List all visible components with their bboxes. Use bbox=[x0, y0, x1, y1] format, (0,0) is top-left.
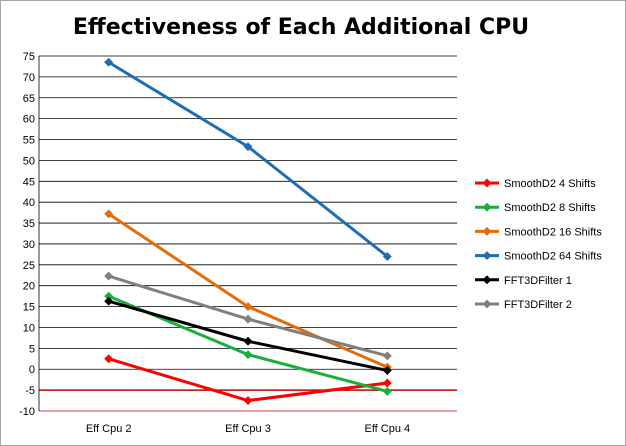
legend-label: FFT3DFilter 1 bbox=[504, 275, 572, 287]
series-group bbox=[104, 296, 392, 376]
series-group bbox=[104, 57, 392, 262]
y-tick-label: 50 bbox=[23, 155, 35, 167]
y-tick-label: 35 bbox=[23, 218, 35, 230]
data-point bbox=[382, 351, 392, 361]
legend-item: SmoothD2 4 Shifts bbox=[475, 178, 596, 190]
data-point bbox=[482, 202, 492, 212]
data-point bbox=[243, 396, 253, 406]
legend-label: SmoothD2 64 Shifts bbox=[504, 251, 602, 263]
data-point bbox=[104, 296, 114, 306]
data-point bbox=[243, 336, 253, 346]
y-tick-label: 75 bbox=[23, 51, 35, 63]
legend-label: SmoothD2 16 Shifts bbox=[504, 226, 602, 238]
series-layer bbox=[104, 57, 392, 406]
y-tick-label: 70 bbox=[23, 72, 35, 84]
data-point bbox=[243, 142, 253, 152]
data-point bbox=[482, 226, 492, 236]
legend-item: SmoothD2 64 Shifts bbox=[475, 251, 602, 263]
x-tick-label: Eff Cpu 3 bbox=[225, 423, 271, 435]
y-tick-label: -5 bbox=[25, 385, 35, 397]
x-tick-label: Eff Cpu 4 bbox=[364, 423, 410, 435]
legend: SmoothD2 4 Shifts SmoothD2 8 Shifts Smooth… bbox=[475, 178, 602, 311]
data-point bbox=[243, 302, 253, 312]
y-tick-label: 15 bbox=[23, 302, 35, 314]
y-tick-label: 10 bbox=[23, 322, 35, 334]
data-point bbox=[104, 271, 114, 281]
legend-item: SmoothD2 8 Shifts bbox=[475, 202, 596, 214]
y-tick-label: 60 bbox=[23, 114, 35, 126]
legend-label: SmoothD2 8 Shifts bbox=[504, 202, 596, 214]
data-point bbox=[482, 178, 492, 188]
data-point bbox=[382, 365, 392, 376]
y-tick-label: 65 bbox=[23, 93, 35, 105]
data-point bbox=[382, 251, 392, 262]
y-tick-label: 55 bbox=[23, 135, 35, 147]
y-tick-label: 5 bbox=[29, 343, 35, 355]
data-point bbox=[104, 209, 114, 219]
y-tick-label: 40 bbox=[23, 197, 35, 209]
y-tick-label: 45 bbox=[23, 176, 35, 188]
data-point bbox=[482, 275, 492, 285]
legend-label: SmoothD2 4 Shifts bbox=[504, 178, 596, 190]
legend-label: FFT3DFilter 2 bbox=[504, 299, 572, 311]
chart-title: Effectiveness of Each Additional CPU bbox=[73, 15, 529, 40]
data-point bbox=[243, 314, 253, 324]
legend-item: FFT3DFilter 2 bbox=[475, 299, 572, 311]
y-tick-label: 30 bbox=[23, 239, 35, 251]
data-point bbox=[382, 386, 392, 396]
data-point bbox=[382, 378, 392, 388]
series-line bbox=[108, 299, 388, 372]
x-tick-label: Eff Cpu 2 bbox=[86, 423, 132, 435]
y-tick-label: -10 bbox=[19, 406, 35, 418]
data-point bbox=[104, 354, 114, 364]
data-point bbox=[243, 350, 253, 360]
series-line bbox=[107, 60, 389, 258]
legend-item: SmoothD2 16 Shifts bbox=[475, 226, 602, 238]
series-group bbox=[104, 354, 392, 406]
y-tick-label: 25 bbox=[23, 260, 35, 272]
legend-item: FFT3DFilter 1 bbox=[475, 275, 572, 287]
data-point bbox=[482, 299, 492, 309]
data-point bbox=[104, 57, 114, 67]
y-tick-label: 20 bbox=[23, 281, 35, 293]
series-group bbox=[104, 271, 392, 361]
y-tick-label: 0 bbox=[29, 364, 35, 376]
data-point bbox=[482, 251, 492, 261]
